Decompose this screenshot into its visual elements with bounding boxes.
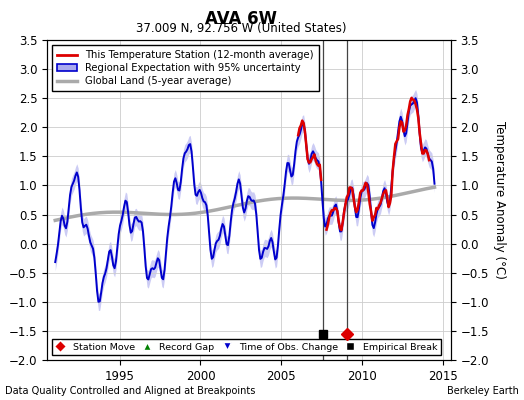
Legend: Station Move, Record Gap, Time of Obs. Change, Empirical Break: Station Move, Record Gap, Time of Obs. C… — [52, 339, 441, 355]
Text: Berkeley Earth: Berkeley Earth — [447, 386, 519, 396]
Text: 37.009 N, 92.756 W (United States): 37.009 N, 92.756 W (United States) — [136, 22, 346, 35]
Text: AVA 6W: AVA 6W — [205, 10, 277, 28]
Y-axis label: Temperature Anomaly (°C): Temperature Anomaly (°C) — [493, 121, 506, 279]
Text: Data Quality Controlled and Aligned at Breakpoints: Data Quality Controlled and Aligned at B… — [5, 386, 256, 396]
